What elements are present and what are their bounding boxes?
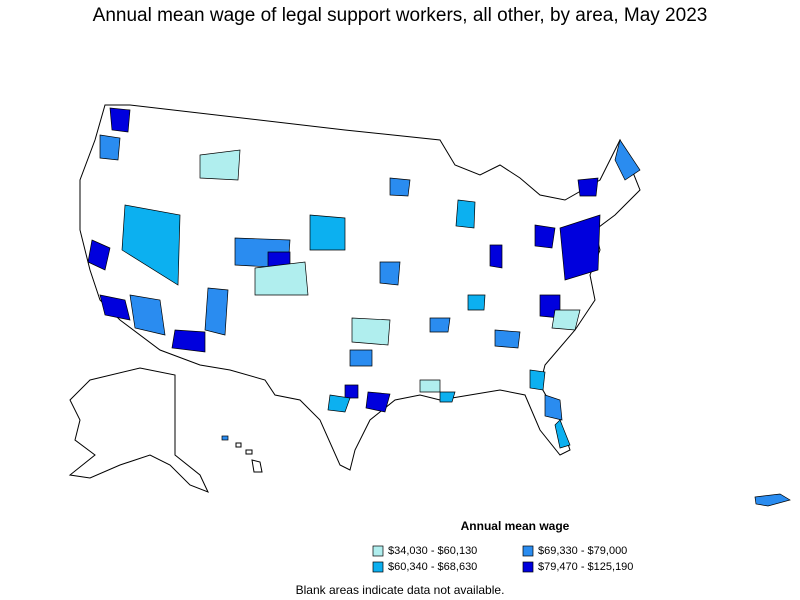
area <box>467 294 486 311</box>
map-note: Blank areas indicate data not available. <box>296 583 505 597</box>
area <box>121 204 181 286</box>
legend-swatch <box>372 545 384 557</box>
area <box>379 261 401 286</box>
area <box>109 107 131 133</box>
area <box>99 294 131 321</box>
hawaii-island <box>245 449 253 455</box>
legend-label: $69,330 - $79,000 <box>538 545 627 557</box>
area <box>551 309 581 331</box>
hawaii <box>221 435 263 473</box>
area <box>349 349 373 367</box>
puerto-rico <box>754 493 791 507</box>
legend-label: $60,340 - $68,630 <box>388 561 477 573</box>
area <box>534 224 556 249</box>
alaska <box>68 367 209 493</box>
area <box>494 329 521 349</box>
area <box>529 369 546 391</box>
area <box>455 199 476 229</box>
area <box>429 317 451 333</box>
legend-swatch <box>522 561 534 573</box>
hawaii-island <box>221 435 229 441</box>
hawaii-island <box>235 442 242 448</box>
map <box>68 104 791 507</box>
legend-items: $34,030 - $60,130 $60,340 - $68,630 $69,33… <box>372 545 633 573</box>
area <box>327 394 351 413</box>
area <box>439 391 456 403</box>
legend-swatch <box>372 561 384 573</box>
legend-title: Annual mean wage <box>461 519 570 533</box>
area <box>199 149 241 181</box>
area <box>129 294 166 336</box>
area <box>554 419 571 449</box>
area <box>489 244 503 269</box>
legend-label: $34,030 - $60,130 <box>388 545 477 557</box>
legend: Annual mean wage $34,030 - $60,130 $60,34… <box>372 519 633 573</box>
area <box>365 391 391 413</box>
map-title: Annual mean wage of legal support worker… <box>93 5 708 26</box>
area <box>351 317 391 346</box>
area <box>99 134 121 161</box>
area <box>204 287 229 336</box>
area <box>614 139 641 181</box>
area <box>559 214 601 281</box>
area <box>344 384 359 399</box>
area <box>389 177 411 197</box>
wage-areas <box>87 107 641 449</box>
area <box>419 379 441 393</box>
legend-swatch <box>522 545 534 557</box>
contiguous-us <box>79 104 641 471</box>
area <box>577 177 599 197</box>
legend-label: $79,470 - $125,190 <box>538 561 633 573</box>
hawaii-island <box>251 459 263 473</box>
area <box>544 394 563 421</box>
area <box>87 239 111 271</box>
area <box>254 261 309 296</box>
area <box>309 214 346 251</box>
area <box>171 329 206 353</box>
